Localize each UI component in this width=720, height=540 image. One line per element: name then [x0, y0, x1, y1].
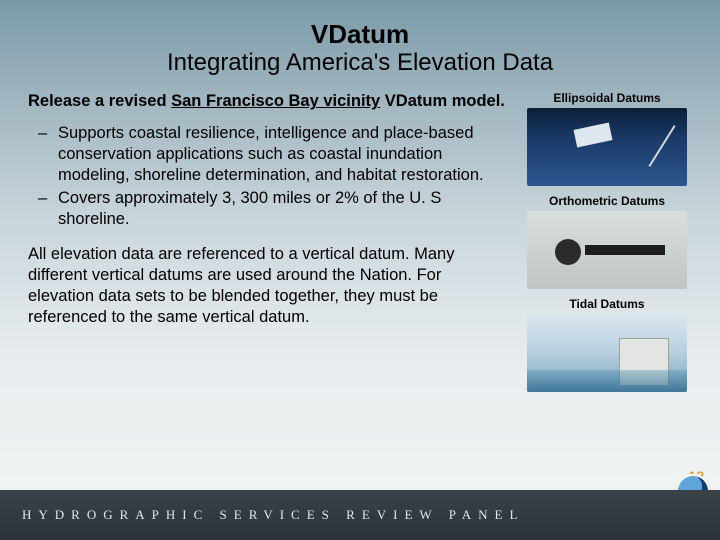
list-item: Supports coastal resilience, intelligenc…	[28, 123, 510, 186]
tidal-label: Tidal Datums	[522, 297, 692, 311]
datums-column: Ellipsoidal Datums Orthometric Datums Ti…	[522, 91, 692, 398]
title-block: VDatum Integrating America's Elevation D…	[28, 20, 692, 77]
body-paragraph: All elevation data are referenced to a v…	[28, 244, 510, 328]
orthometric-label: Orthometric Datums	[522, 194, 692, 208]
orthometric-image	[527, 211, 687, 289]
body-text: Release a revised San Francisco Bay vici…	[28, 91, 510, 398]
tidal-image	[527, 314, 687, 392]
footer-text: HYDROGRAPHIC SERVICES REVIEW PANEL	[22, 507, 524, 523]
lead-paragraph: Release a revised San Francisco Bay vici…	[28, 91, 510, 112]
lead-prefix: Release a revised	[28, 92, 171, 110]
ellipsoidal-label: Ellipsoidal Datums	[522, 91, 692, 105]
footer-bar: HYDROGRAPHIC SERVICES REVIEW PANEL	[0, 490, 720, 540]
body-row: Release a revised San Francisco Bay vici…	[28, 91, 692, 398]
title-main: VDatum	[28, 20, 692, 49]
slide: VDatum Integrating America's Elevation D…	[0, 0, 720, 540]
ellipsoidal-image	[527, 108, 687, 186]
lead-underlined: San Francisco Bay vicinity	[171, 92, 380, 110]
bullet-list: Supports coastal resilience, intelligenc…	[28, 123, 510, 231]
title-sub: Integrating America's Elevation Data	[28, 49, 692, 78]
list-item: Covers approximately 3, 300 miles or 2% …	[28, 188, 510, 230]
lead-suffix: VDatum model.	[380, 92, 505, 110]
